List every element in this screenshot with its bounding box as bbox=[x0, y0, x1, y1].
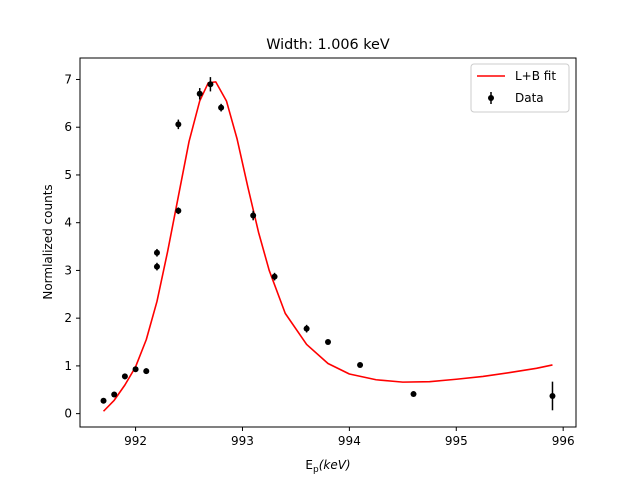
x-axis-label-subscript: p bbox=[313, 465, 319, 475]
y-tick-label: 6 bbox=[64, 120, 72, 134]
data-point bbox=[325, 339, 331, 346]
data-point bbox=[153, 249, 160, 256]
data-point bbox=[218, 104, 225, 111]
plot-area-frame bbox=[79, 57, 577, 428]
y-tick-label: 7 bbox=[64, 72, 72, 86]
x-tick-label: 995 bbox=[445, 434, 468, 448]
x-tick-label: 996 bbox=[552, 434, 575, 448]
data-point bbox=[132, 366, 139, 373]
data-layer bbox=[100, 77, 556, 411]
legend-data-marker-swatch bbox=[488, 95, 494, 101]
y-tick-label: 1 bbox=[64, 359, 72, 373]
data-point bbox=[111, 391, 118, 398]
legend-data-label: Data bbox=[515, 91, 544, 105]
data-point bbox=[175, 207, 182, 214]
data-point bbox=[549, 392, 556, 399]
data-point bbox=[410, 391, 417, 398]
data-point bbox=[196, 90, 203, 97]
fit-layer bbox=[102, 81, 553, 412]
chart-title: Width: 1.006 keV bbox=[266, 37, 390, 53]
y-axis-label: Normlalized counts bbox=[41, 184, 55, 299]
legend: L+B fit Data bbox=[470, 63, 570, 113]
x-axis-label: Ep(keV) bbox=[305, 458, 350, 475]
x-axis-label-unit: (keV) bbox=[319, 458, 351, 472]
y-tick-label: 5 bbox=[64, 168, 72, 182]
data-point bbox=[271, 273, 278, 280]
data-point bbox=[153, 263, 160, 270]
data-point bbox=[100, 397, 107, 404]
data-point bbox=[303, 325, 310, 332]
x-axis-label-main: E bbox=[305, 458, 313, 472]
data-point bbox=[357, 361, 364, 368]
y-tick-label: 4 bbox=[64, 216, 72, 230]
x-tick-label: 992 bbox=[124, 434, 147, 448]
data-point bbox=[207, 81, 214, 88]
data-point bbox=[175, 121, 182, 128]
y-tick-label: 0 bbox=[64, 407, 72, 421]
x-tick-label: 993 bbox=[231, 434, 254, 448]
data-point bbox=[143, 368, 150, 375]
data-point bbox=[121, 373, 128, 380]
y-tick-label: 3 bbox=[64, 263, 72, 277]
x-tick-label: 994 bbox=[338, 434, 361, 448]
legend-fit-label: L+B fit bbox=[515, 69, 556, 83]
ticks-layer: 992 993 994 995 996 0 1 2 3 4 5 6 7 bbox=[64, 72, 574, 448]
fit-curve bbox=[102, 81, 553, 412]
y-tick-label: 2 bbox=[64, 311, 72, 325]
data-point bbox=[250, 212, 257, 219]
